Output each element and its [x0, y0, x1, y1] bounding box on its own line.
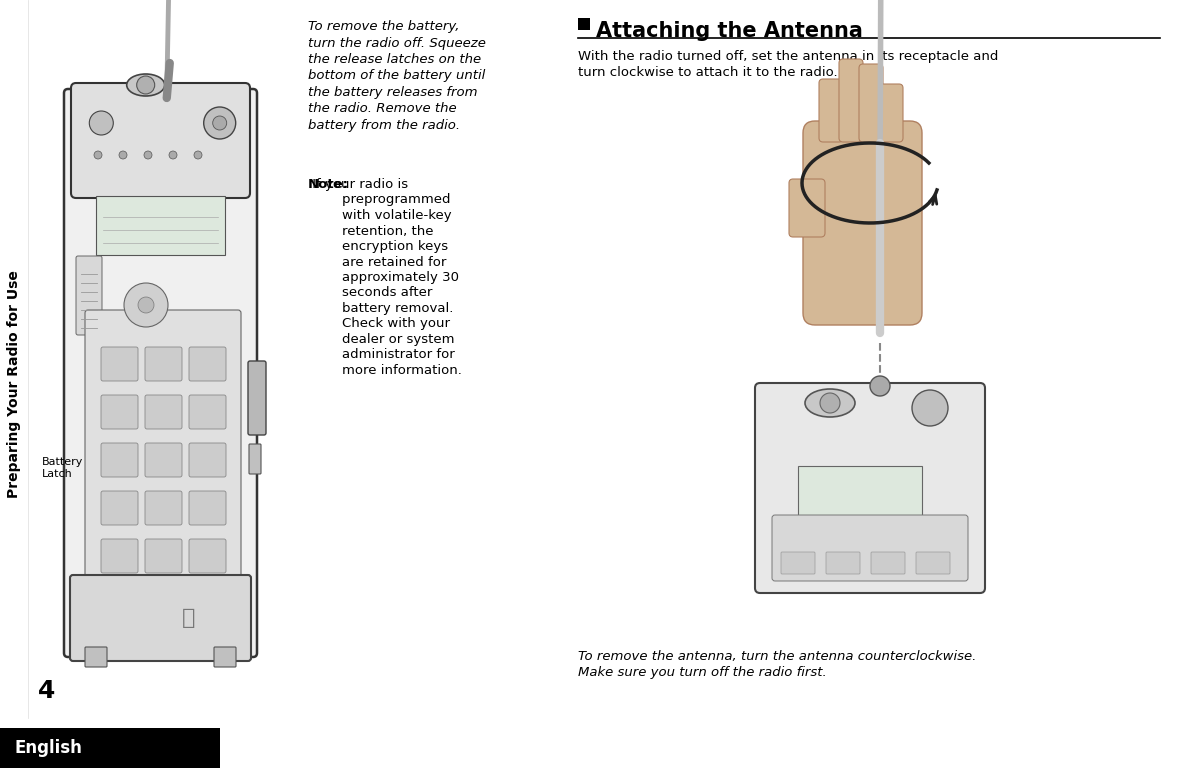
Text: more information.: more information. — [308, 364, 462, 377]
FancyBboxPatch shape — [789, 179, 826, 237]
Circle shape — [213, 116, 227, 130]
Text: battery removal.: battery removal. — [308, 302, 454, 315]
FancyBboxPatch shape — [64, 89, 257, 657]
Text: Battery
Latch: Battery Latch — [43, 457, 84, 478]
Text: preprogrammed: preprogrammed — [308, 194, 450, 207]
Circle shape — [194, 151, 202, 159]
Text: battery from the radio.: battery from the radio. — [308, 119, 461, 132]
Text: approximately 30: approximately 30 — [308, 271, 459, 284]
FancyBboxPatch shape — [85, 647, 107, 667]
Text: English: English — [15, 739, 83, 757]
Text: bottom of the battery until: bottom of the battery until — [308, 69, 485, 82]
Text: the release latches on the: the release latches on the — [308, 53, 481, 66]
FancyBboxPatch shape — [76, 256, 102, 335]
FancyBboxPatch shape — [71, 83, 250, 198]
Text: If your radio is: If your radio is — [308, 178, 409, 191]
FancyBboxPatch shape — [248, 361, 266, 435]
Circle shape — [124, 283, 168, 327]
FancyBboxPatch shape — [916, 552, 950, 574]
Circle shape — [203, 107, 236, 139]
Circle shape — [820, 393, 840, 413]
Bar — [0, 728, 220, 768]
Text: are retained for: are retained for — [308, 256, 446, 269]
Text: To remove the battery,: To remove the battery, — [308, 20, 459, 33]
FancyBboxPatch shape — [145, 347, 182, 381]
FancyBboxPatch shape — [145, 491, 182, 525]
FancyBboxPatch shape — [772, 515, 968, 581]
FancyBboxPatch shape — [145, 539, 182, 573]
Text: Note:: Note: — [308, 178, 350, 191]
FancyBboxPatch shape — [145, 443, 182, 477]
FancyBboxPatch shape — [102, 395, 138, 429]
FancyBboxPatch shape — [859, 64, 883, 142]
Text: Attaching the Antenna: Attaching the Antenna — [596, 21, 863, 41]
FancyBboxPatch shape — [798, 466, 922, 520]
Text: Ⓜ: Ⓜ — [182, 608, 195, 628]
Text: Check with your: Check with your — [308, 317, 450, 330]
FancyBboxPatch shape — [214, 647, 236, 667]
FancyBboxPatch shape — [781, 552, 815, 574]
Ellipse shape — [126, 74, 164, 96]
Circle shape — [912, 390, 948, 426]
FancyBboxPatch shape — [189, 443, 226, 477]
Text: dealer or system: dealer or system — [308, 333, 455, 346]
Circle shape — [119, 151, 128, 159]
FancyBboxPatch shape — [249, 444, 261, 474]
FancyBboxPatch shape — [189, 395, 226, 429]
FancyBboxPatch shape — [879, 84, 903, 142]
Circle shape — [169, 151, 177, 159]
Text: Preparing Your Radio for Use: Preparing Your Radio for Use — [7, 270, 21, 498]
FancyBboxPatch shape — [145, 395, 182, 429]
Text: turn clockwise to attach it to the radio.: turn clockwise to attach it to the radio… — [578, 66, 837, 79]
Bar — [578, 18, 590, 30]
FancyBboxPatch shape — [96, 196, 226, 255]
FancyBboxPatch shape — [102, 443, 138, 477]
FancyBboxPatch shape — [102, 539, 138, 573]
FancyBboxPatch shape — [872, 552, 905, 574]
FancyBboxPatch shape — [818, 79, 843, 142]
Circle shape — [137, 76, 155, 94]
FancyBboxPatch shape — [189, 347, 226, 381]
Text: the battery releases from: the battery releases from — [308, 86, 477, 99]
Circle shape — [138, 297, 154, 313]
Ellipse shape — [805, 389, 855, 417]
FancyBboxPatch shape — [803, 121, 922, 325]
Text: retention, the: retention, the — [308, 224, 433, 237]
Circle shape — [870, 376, 890, 396]
Text: seconds after: seconds after — [308, 286, 432, 300]
Circle shape — [90, 111, 113, 135]
Text: To remove the antenna, turn the antenna counterclockwise.: To remove the antenna, turn the antenna … — [578, 650, 977, 663]
FancyBboxPatch shape — [102, 491, 138, 525]
Text: turn the radio off. Squeeze: turn the radio off. Squeeze — [308, 37, 485, 49]
FancyBboxPatch shape — [189, 491, 226, 525]
Text: with volatile-key: with volatile-key — [308, 209, 451, 222]
FancyBboxPatch shape — [70, 575, 252, 661]
Text: Make sure you turn off the radio first.: Make sure you turn off the radio first. — [578, 666, 827, 679]
FancyBboxPatch shape — [102, 347, 138, 381]
FancyBboxPatch shape — [826, 552, 860, 574]
FancyBboxPatch shape — [189, 539, 226, 573]
Circle shape — [94, 151, 102, 159]
Text: 4: 4 — [38, 679, 56, 703]
FancyBboxPatch shape — [839, 59, 863, 142]
Text: the radio. Remove the: the radio. Remove the — [308, 102, 457, 115]
Text: With the radio turned off, set the antenna in its receptacle and: With the radio turned off, set the anten… — [578, 50, 998, 63]
Text: encryption keys: encryption keys — [308, 240, 448, 253]
Circle shape — [144, 151, 152, 159]
FancyBboxPatch shape — [755, 383, 985, 593]
Text: administrator for: administrator for — [308, 349, 455, 362]
FancyBboxPatch shape — [85, 310, 241, 586]
